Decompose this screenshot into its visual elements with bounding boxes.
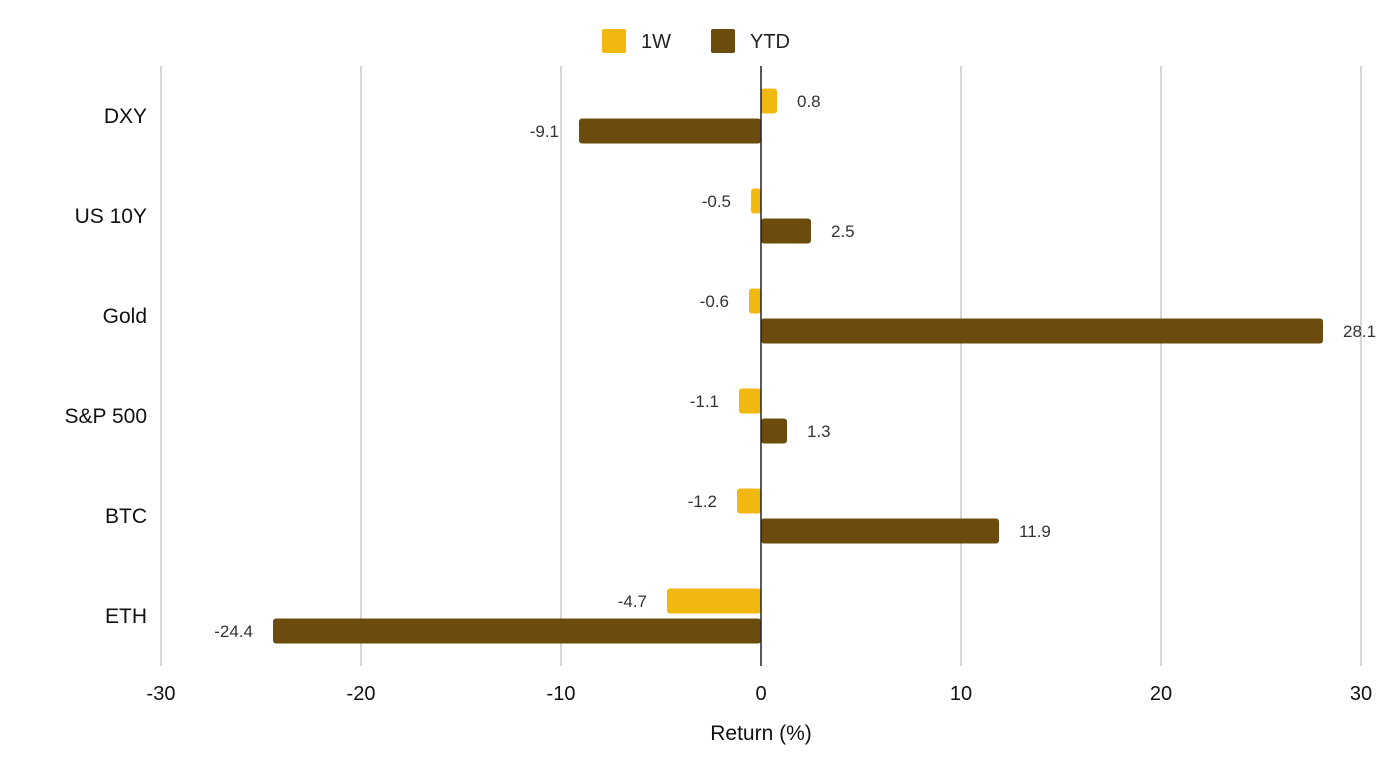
category-label-5: ETH (105, 605, 147, 628)
data-label-1w-5: -4.7 (618, 592, 647, 611)
bar-ytd-1 (761, 218, 811, 244)
data-label-1w-2: -0.6 (700, 292, 729, 311)
data-label-ytd-5: -24.4 (214, 622, 253, 641)
x-tick-label-3: 0 (755, 683, 766, 705)
category-label-2: Gold (103, 305, 147, 328)
bar-1w-3 (739, 388, 761, 414)
x-tick-label-5: 20 (1150, 683, 1172, 705)
x-tick-label-2: -10 (547, 683, 576, 705)
data-label-ytd-3: 1.3 (807, 422, 831, 441)
bar-1w-1 (751, 188, 761, 214)
category-label-0: DXY (104, 105, 147, 128)
bar-1w-2 (749, 288, 761, 314)
bar-1w-5 (667, 588, 761, 614)
legend-swatch-ytd (711, 29, 735, 53)
x-tick-label-6: 30 (1350, 683, 1372, 705)
data-label-ytd-2: 28.1 (1343, 322, 1376, 341)
bar-ytd-3 (761, 418, 787, 444)
bar-ytd-0 (579, 118, 761, 144)
legend-label-1w: 1W (641, 31, 671, 53)
x-tick-labels: -30 -20 -10 0 10 20 30 (147, 683, 1373, 705)
bar-1w-0 (761, 88, 777, 114)
data-label-1w-3: -1.1 (690, 392, 719, 411)
legend: 1W YTD (602, 29, 790, 53)
data-label-1w-4: -1.2 (688, 492, 717, 511)
category-label-1: US 10Y (75, 205, 147, 228)
bar-ytd-4 (761, 518, 999, 544)
category-label-4: BTC (105, 505, 147, 528)
bar-1w-4 (737, 488, 761, 514)
category-label-3: S&P 500 (64, 405, 147, 428)
x-axis-title: Return (%) (710, 722, 812, 745)
x-tick-label-0: -30 (147, 683, 176, 705)
x-tick-label-1: -20 (347, 683, 376, 705)
bar-ytd-2 (761, 318, 1323, 344)
data-label-ytd-4: 11.9 (1019, 522, 1051, 541)
bars (273, 88, 1323, 644)
bar-ytd-5 (273, 618, 761, 644)
category-labels: DXY US 10Y Gold S&P 500 BTC ETH (64, 105, 147, 628)
data-label-1w-1: -0.5 (702, 192, 731, 211)
legend-swatch-1w (602, 29, 626, 53)
gridlines (160, 66, 1362, 666)
x-tick-label-4: 10 (950, 683, 972, 705)
data-label-ytd-0: -9.1 (530, 122, 559, 141)
data-label-1w-0: 0.8 (797, 92, 821, 111)
legend-label-ytd: YTD (750, 31, 790, 53)
data-labels: 0.8 -9.1 -0.5 2.5 -0.6 28.1 -1.1 1.3 -1.2 11.9 -4.… (214, 92, 1376, 641)
data-label-ytd-1: 2.5 (831, 222, 855, 241)
